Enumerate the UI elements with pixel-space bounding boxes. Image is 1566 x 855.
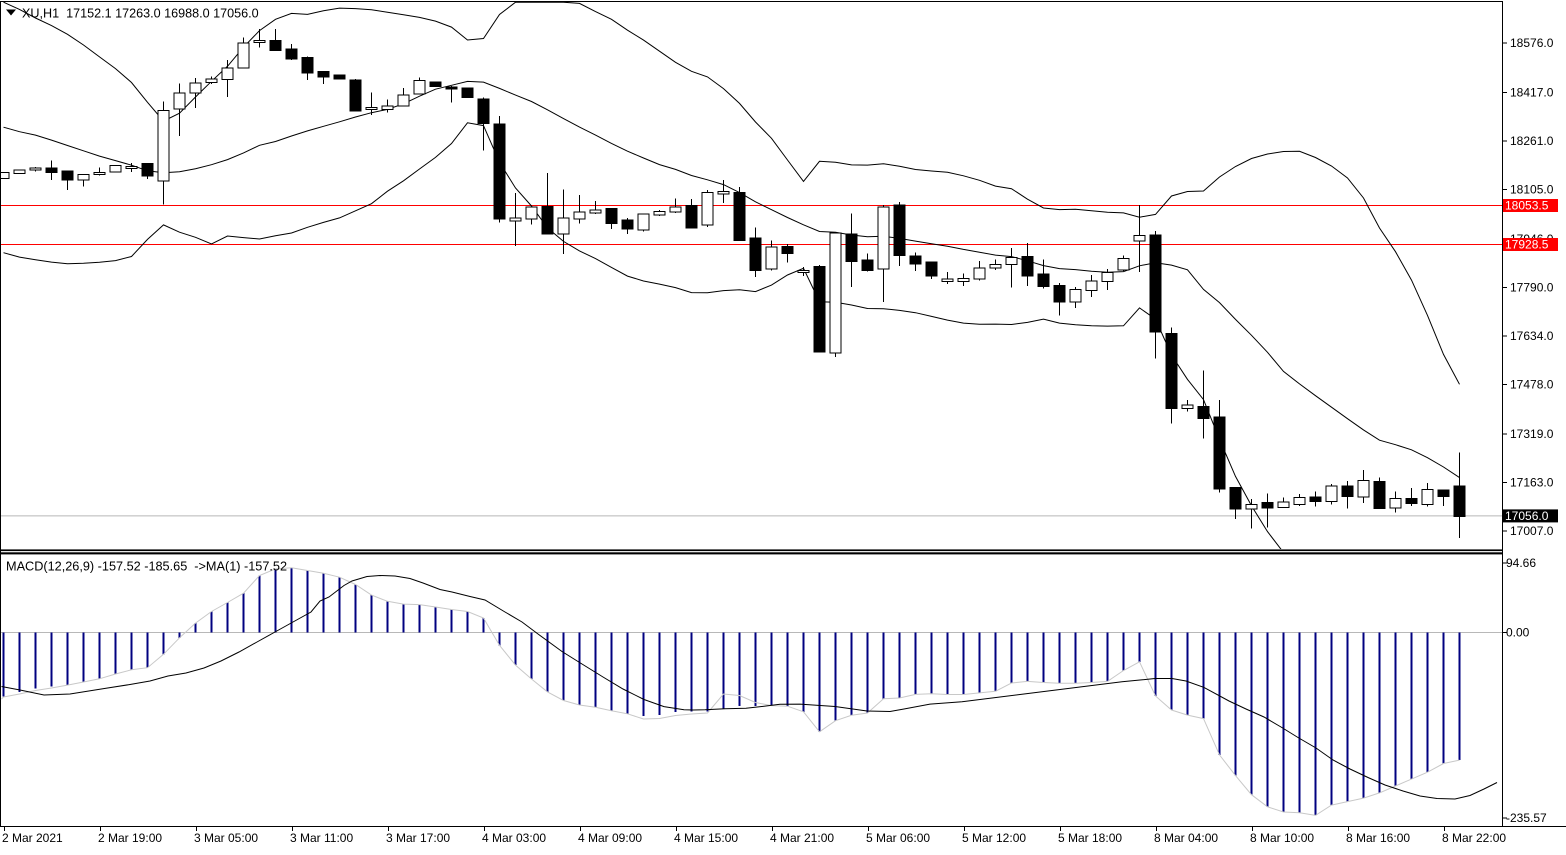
svg-text:5 Mar 12:00: 5 Mar 12:00 [962,831,1026,845]
svg-text:18053.5: 18053.5 [1505,199,1549,213]
svg-text:8 Mar 10:00: 8 Mar 10:00 [1250,831,1314,845]
svg-text:4 Mar 09:00: 4 Mar 09:00 [578,831,642,845]
svg-text:8 Mar 22:00: 8 Mar 22:00 [1442,831,1506,845]
svg-text:8 Mar 16:00: 8 Mar 16:00 [1346,831,1410,845]
svg-text:18105.0: 18105.0 [1510,183,1554,197]
svg-text:17790.0: 17790.0 [1510,280,1554,294]
svg-text:MACD(12,26,9) -157.52 -185.65: MACD(12,26,9) -157.52 -185.65 ->MA(1) -1… [6,560,287,574]
svg-text:94.66: 94.66 [1506,556,1536,570]
svg-text:XU,H1 17152.1 17263.0 16988.0: XU,H1 17152.1 17263.0 16988.0 17056.0 [22,7,259,21]
svg-text:4 Mar 21:00: 4 Mar 21:00 [770,831,834,845]
svg-text:4 Mar 15:00: 4 Mar 15:00 [674,831,738,845]
svg-text:17007.0: 17007.0 [1510,524,1554,538]
svg-text:2 Mar 2021: 2 Mar 2021 [2,831,63,845]
svg-text:0.00: 0.00 [1506,626,1530,640]
svg-text:2 Mar 19:00: 2 Mar 19:00 [98,831,162,845]
svg-text:17478.0: 17478.0 [1510,377,1554,391]
svg-text:3 Mar 17:00: 3 Mar 17:00 [386,831,450,845]
svg-text:18576.0: 18576.0 [1510,36,1554,50]
svg-text:17319.0: 17319.0 [1510,427,1554,441]
svg-text:4 Mar 03:00: 4 Mar 03:00 [482,831,546,845]
svg-text:-235.57: -235.57 [1506,811,1547,825]
svg-text:5 Mar 06:00: 5 Mar 06:00 [866,831,930,845]
svg-text:17056.0: 17056.0 [1505,509,1549,523]
svg-text:3 Mar 11:00: 3 Mar 11:00 [290,831,353,845]
svg-text:17928.5: 17928.5 [1505,238,1549,252]
svg-text:17163.0: 17163.0 [1510,475,1554,489]
svg-text:3 Mar 05:00: 3 Mar 05:00 [194,831,258,845]
svg-text:17634.0: 17634.0 [1510,329,1554,343]
svg-text:18417.0: 18417.0 [1510,85,1554,99]
svg-text:8 Mar 04:00: 8 Mar 04:00 [1154,831,1218,845]
svg-text:5 Mar 18:00: 5 Mar 18:00 [1058,831,1122,845]
svg-text:18261.0: 18261.0 [1510,134,1554,148]
